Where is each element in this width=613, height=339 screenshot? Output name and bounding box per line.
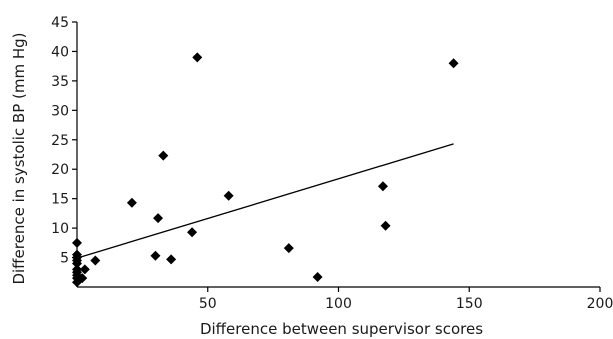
data-point [223, 190, 234, 201]
x-tick-label: 100 [325, 296, 352, 312]
axes [76, 22, 600, 288]
data-point [192, 52, 203, 63]
x-tick-label: 50 [199, 296, 217, 312]
trendline-group [76, 143, 454, 259]
data-point [90, 255, 101, 266]
data-points [72, 52, 459, 288]
data-point [283, 243, 294, 254]
data-point [448, 58, 459, 69]
y-tick-label: 25 [51, 133, 69, 149]
data-point [150, 250, 161, 261]
x-ticks: 50 100 150 200 [199, 287, 613, 312]
x-tick-label: 150 [456, 296, 483, 312]
y-tick-label: 35 [51, 74, 69, 90]
data-point [72, 237, 82, 248]
y-tick-label: 15 [51, 192, 69, 208]
data-point [166, 254, 177, 265]
x-tick-label: 200 [587, 296, 613, 312]
y-tick-label: 40 [51, 44, 69, 60]
data-point [187, 227, 198, 238]
data-point [158, 150, 169, 161]
data-point [79, 264, 90, 275]
y-tick-label: 30 [51, 103, 69, 119]
y-ticks: 5 10 15 20 25 30 35 40 45 [51, 15, 77, 267]
y-tick-label: 10 [51, 221, 69, 237]
data-point [380, 220, 391, 231]
y-tick-label: 45 [51, 15, 69, 31]
data-point [377, 181, 388, 192]
data-point [72, 258, 82, 269]
data-point [77, 273, 88, 284]
data-point [126, 197, 137, 208]
trendline [76, 143, 454, 259]
data-point [312, 271, 323, 282]
y-tick-label: 20 [51, 162, 69, 178]
y-tick-label: 5 [60, 251, 69, 267]
data-point [153, 213, 164, 224]
x-axis-label: Difference between supervisor scores [200, 320, 483, 338]
y-axis-label: Difference in systolic BP (mm Hg) [10, 32, 28, 284]
